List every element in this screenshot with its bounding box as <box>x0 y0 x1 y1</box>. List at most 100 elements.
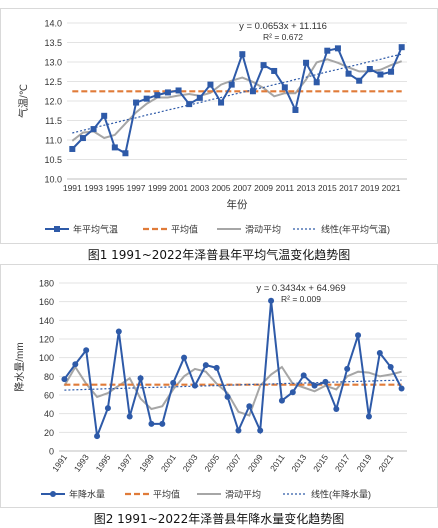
data-point <box>181 354 188 361</box>
data-point <box>154 92 161 99</box>
x-tick-label: 2007 <box>224 452 243 473</box>
legend-label: 平均值 <box>153 489 180 500</box>
x-tick-label: 2015 <box>311 452 330 473</box>
x-tick-label: 2003 <box>190 183 209 193</box>
main-series-line <box>63 300 403 437</box>
y-tick-label: 120 <box>39 335 54 345</box>
data-point <box>191 382 198 389</box>
data-point <box>170 379 177 386</box>
legend-label: 滑动平均 <box>245 224 281 235</box>
trend-line <box>72 53 402 134</box>
y-tick-label: 12.5 <box>44 77 62 87</box>
legend-marker <box>50 491 56 497</box>
y-tick-label: 180 <box>39 279 54 289</box>
data-point <box>218 99 225 106</box>
legend-label: 线性(年降水量) <box>311 489 371 500</box>
data-point <box>303 59 310 66</box>
y-axis-label: 气温/℃ <box>17 84 30 118</box>
x-tick-label: 1997 <box>115 452 134 473</box>
x-tick-label: 2009 <box>254 183 273 193</box>
x-tick-label: 2017 <box>339 183 358 193</box>
data-point <box>249 88 256 95</box>
x-tick-label: 2005 <box>202 452 221 473</box>
data-point <box>115 328 122 335</box>
y-tick-label: 100 <box>39 353 54 363</box>
y-axis-ticks: 0 20 40 60 80 100 120 140 160 180 <box>39 279 54 457</box>
data-point <box>175 87 182 94</box>
data-point <box>69 145 76 152</box>
temperature-chart: 10.0 10.5 11.0 11.5 12.0 12.5 13.0 13.5 14.0 1991… <box>17 19 407 235</box>
data-point <box>271 67 278 74</box>
data-markers <box>61 297 405 440</box>
legend-marker <box>54 226 60 232</box>
x-axis-label: 年份 <box>227 198 248 211</box>
data-point <box>322 378 329 385</box>
data-point <box>228 81 235 88</box>
figure2-caption: 图2 1991~2022年泽普县年降水量变化趋势图 <box>93 512 345 526</box>
x-tick-label: 2021 <box>382 183 401 193</box>
data-point <box>281 84 288 91</box>
data-point <box>235 427 242 434</box>
x-tick-label: 1997 <box>127 183 146 193</box>
data-point <box>313 79 320 86</box>
x-tick-label: 2001 <box>169 183 188 193</box>
data-point <box>72 361 79 368</box>
x-tick-label: 2011 <box>268 452 287 473</box>
y-axis-ticks: 10.0 10.5 11.0 11.5 12.0 12.5 13.0 13.5 14.0 <box>44 19 62 185</box>
data-point <box>311 382 318 389</box>
x-tick-label: 2001 <box>159 452 178 473</box>
data-point <box>300 372 307 379</box>
data-point <box>104 405 111 412</box>
x-tick-label: 2019 <box>355 452 374 473</box>
x-tick-label: 2005 <box>212 183 231 193</box>
data-point <box>377 71 384 78</box>
data-point <box>159 420 166 427</box>
moving-average-line <box>71 58 403 142</box>
x-tick-label: 1993 <box>84 183 103 193</box>
data-point <box>388 68 395 75</box>
y-tick-label: 40 <box>44 409 54 419</box>
y-tick-label: 10.0 <box>44 175 62 185</box>
data-point <box>137 375 144 382</box>
data-point <box>148 420 155 427</box>
data-point <box>387 364 394 370</box>
data-point <box>333 406 340 412</box>
data-point <box>61 376 68 383</box>
data-point <box>143 95 150 102</box>
x-tick-label: 2011 <box>276 183 295 193</box>
data-point <box>196 94 203 101</box>
data-point <box>365 413 372 420</box>
x-tick-label: 2017 <box>333 452 352 473</box>
y-tick-label: 11.0 <box>45 136 62 146</box>
trendline-equation: y = 0.3434x + 64.969 <box>256 283 345 294</box>
legend-label: 年降水量 <box>69 489 105 500</box>
y-tick-label: 13.0 <box>44 58 62 68</box>
data-point <box>133 99 140 106</box>
y-tick-label: 13.5 <box>44 38 62 48</box>
data-point <box>202 362 209 369</box>
y-tick-label: 14.0 <box>44 19 62 29</box>
data-point <box>207 81 214 88</box>
trendline-equation: R² = 0.672 <box>263 32 303 42</box>
x-tick-label: 1993 <box>72 452 91 473</box>
temperature-chart-panel: 10.0 10.5 11.0 11.5 12.0 12.5 13.0 13.5 14.0 1991… <box>0 8 438 244</box>
data-point <box>289 389 296 396</box>
data-point <box>126 413 133 420</box>
legend-label: 线性(年平均气温) <box>321 224 390 235</box>
data-point <box>94 433 101 440</box>
x-tick-label: 1991 <box>63 183 82 193</box>
data-point <box>376 350 383 356</box>
legend-label: 平均值 <box>171 224 198 235</box>
data-point <box>356 77 363 84</box>
data-point <box>398 44 405 51</box>
main-series-line <box>71 46 403 155</box>
gridlines <box>59 282 407 452</box>
data-point <box>355 332 362 339</box>
data-point <box>79 135 86 142</box>
x-tick-label: 2009 <box>246 452 265 473</box>
data-point <box>257 427 264 434</box>
data-point <box>345 70 352 77</box>
x-axis-ticks: 1991 1993 1995 1997 1999 2001 2003 2005 2007 2009… <box>50 452 395 473</box>
data-point <box>164 89 171 96</box>
figure1-caption: 图1 1991~2022年泽普县年平均气温变化趋势图 <box>87 248 351 262</box>
